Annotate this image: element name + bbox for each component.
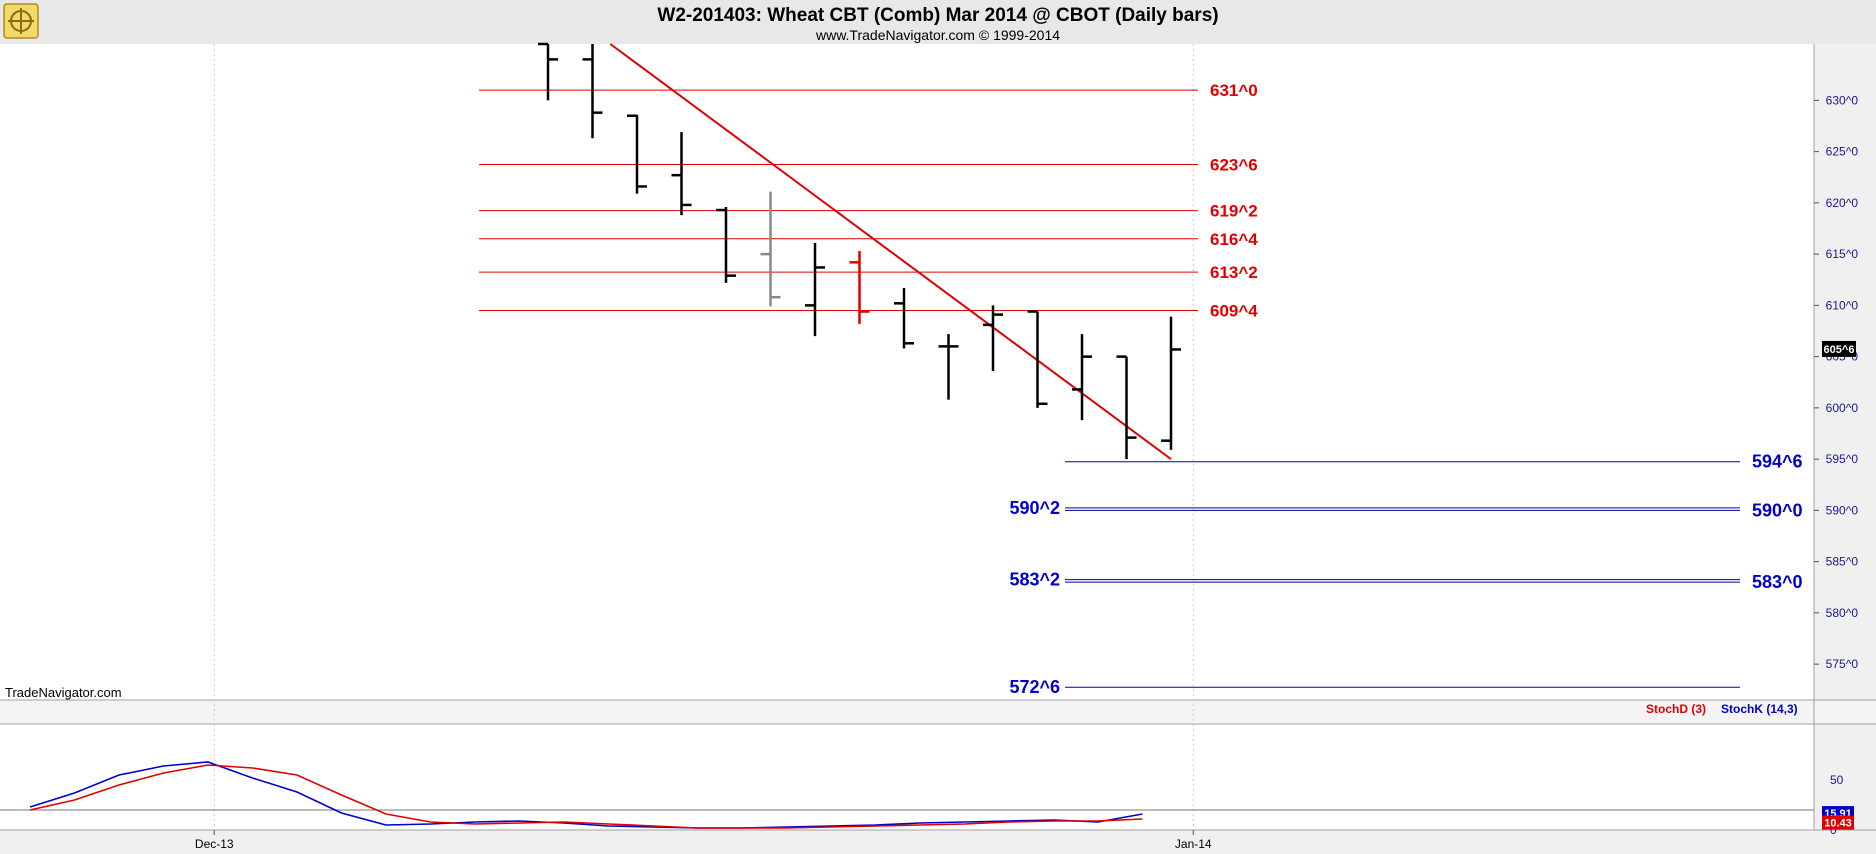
support-levels: 594^6 590^2 590^0 583^2 583^0 572^6 <box>1009 452 1802 698</box>
date-tick-label: Jan-14 <box>1175 837 1212 851</box>
ohlc-bar-9 <box>938 334 959 400</box>
price-axis-area <box>1814 44 1876 700</box>
support-label: 590^2 <box>1009 498 1060 518</box>
price-tick-label: 575^0 <box>1826 657 1859 671</box>
legend-stoch-d: StochD (3) <box>1646 702 1706 716</box>
support-label: 583^2 <box>1009 570 1060 590</box>
chart-title: W2-201403: Wheat CBT (Comb) Mar 2014 @ C… <box>657 5 1218 26</box>
stoch-k-line <box>29 761 1143 829</box>
support-label: 583^0 <box>1752 572 1803 592</box>
ohlc-bar-8 <box>894 287 914 349</box>
stoch-tick-label: 0 <box>1830 823 1837 837</box>
price-pane <box>0 44 1814 700</box>
ohlc-bar-6 <box>805 242 825 337</box>
stoch-d-line <box>29 764 1143 829</box>
resistance-label: 623^6 <box>1210 155 1258 174</box>
ohlc-bar-12 <box>1072 334 1092 421</box>
price-tick-label: 600^0 <box>1826 401 1859 415</box>
price-tick-label: 625^0 <box>1826 145 1859 159</box>
stoch-d-tag-box <box>1822 815 1854 830</box>
price-tick-label: 580^0 <box>1826 606 1859 620</box>
price-tick-label: 585^0 <box>1826 555 1859 569</box>
legend-strip <box>0 700 1876 724</box>
chart-subtitle: www.TradeNavigator.com © 1999-2014 <box>815 27 1060 43</box>
ohlc-bar-0 <box>538 42 558 101</box>
date-axis-area <box>0 830 1876 854</box>
price-tick-label: 620^0 <box>1826 196 1859 210</box>
last-price-value: 605^6 <box>1824 344 1855 356</box>
resistance-label: 613^2 <box>1210 263 1258 282</box>
last-price-tag: 605^6 <box>1822 340 1856 357</box>
vertical-grid <box>213 44 1194 830</box>
legend-stoch-k: StochK (14,3) <box>1721 702 1798 716</box>
stoch-d-last-value: 10.43 <box>1824 818 1852 830</box>
resistance-levels: 631^0 623^6 619^2 616^4 613^2 609^4 <box>479 81 1258 321</box>
ohlc-bars <box>538 42 1181 460</box>
last-price-box <box>1822 340 1856 357</box>
ohlc-bar-2 <box>627 114 647 194</box>
price-tick-label: 615^0 <box>1826 247 1859 261</box>
trade-navigator-logo-icon <box>3 3 39 39</box>
resistance-label: 616^4 <box>1210 230 1258 249</box>
ohlc-bar-3 <box>671 132 692 216</box>
ohlc-bar-10 <box>983 305 1003 371</box>
date-axis: Dec-13 Jan-14 <box>195 830 1212 851</box>
stoch-tick-label: 50 <box>1830 773 1844 787</box>
ohlc-bar-14 <box>1161 316 1181 450</box>
resistance-label: 631^0 <box>1210 81 1258 100</box>
ohlc-bar-1 <box>582 44 603 139</box>
price-axis: 575^0580^0585^0590^0595^0600^0605^0610^0… <box>1814 93 1858 671</box>
ohlc-bar-5 <box>760 191 781 307</box>
price-tick-label: 630^0 <box>1826 93 1859 107</box>
ohlc-bar-7 <box>849 251 870 324</box>
date-tick-label: Dec-13 <box>195 837 234 851</box>
title-bar <box>0 0 1876 44</box>
support-label: 594^6 <box>1752 452 1803 472</box>
price-tick-label: 610^0 <box>1826 298 1859 312</box>
stochastic-pane <box>0 724 1814 830</box>
ohlc-bar-11 <box>1027 310 1048 408</box>
support-label: 590^0 <box>1752 500 1803 520</box>
price-tick-label: 590^0 <box>1826 503 1859 517</box>
watermark-label: TradeNavigator.com <box>5 685 122 700</box>
resistance-label: 619^2 <box>1210 202 1258 221</box>
resistance-label: 609^4 <box>1210 302 1258 321</box>
price-tick-label: 595^0 <box>1826 452 1859 466</box>
ohlc-bar-4 <box>716 206 736 283</box>
support-label: 572^6 <box>1009 677 1060 697</box>
ohlc-bar-13 <box>1116 355 1137 460</box>
